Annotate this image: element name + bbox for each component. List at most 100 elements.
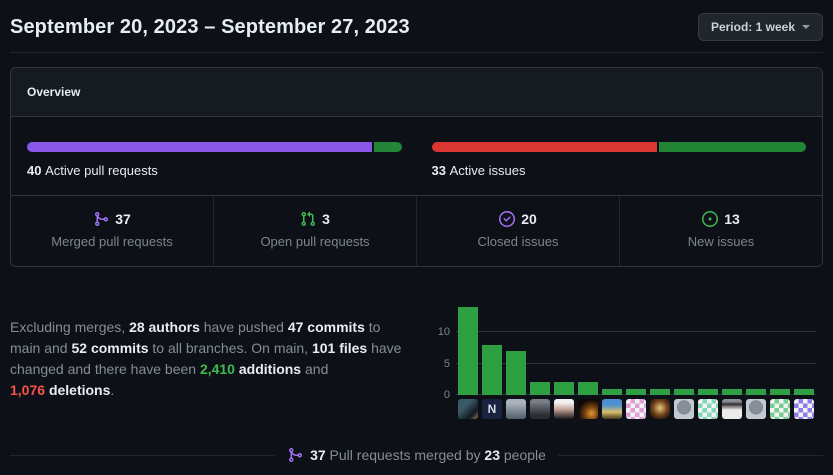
text-segment: 40 — [27, 163, 46, 178]
stat-new-issues: 13 New issues — [619, 196, 822, 266]
text-segment: 47 commits — [287, 319, 365, 335]
active-pull-requests-label: 40 Active pull requests — [27, 163, 402, 178]
text-segment: main and — [10, 340, 72, 356]
text-segment: 1,076 — [10, 382, 46, 398]
contributor-avatars: N — [458, 399, 816, 419]
text-segment: 2,410 — [199, 361, 235, 377]
active-issues-column: 33 Active issues — [431, 142, 806, 178]
git-merge-icon — [289, 448, 303, 463]
pulse-page: September 20, 2023 – September 27, 2023 … — [10, 0, 823, 463]
contributor-avatar-1[interactable] — [458, 399, 478, 419]
overview-panel-header: Overview — [11, 68, 822, 117]
contributor-avatar-8[interactable] — [626, 399, 646, 419]
contributor-avatar-12[interactable] — [722, 399, 742, 419]
text-segment: Active issues — [449, 163, 526, 178]
commit-count-bar — [722, 388, 742, 395]
progress-segment — [431, 142, 658, 152]
stat-value: 13 — [620, 211, 822, 227]
stat-value: 3 — [214, 211, 416, 227]
contributor-avatar-15[interactable] — [794, 399, 814, 419]
commit-count-bar — [530, 382, 550, 395]
commit-count-bar — [506, 350, 526, 395]
stat-count: 3 — [322, 211, 330, 227]
commit-count-bar — [458, 306, 478, 395]
avatar-letter: N — [487, 402, 497, 416]
text-segment: deletions — [48, 382, 111, 398]
text-segment: and — [301, 361, 329, 377]
issue-closed-icon — [499, 211, 516, 227]
text-segment: to — [364, 319, 381, 335]
text-segment: additions — [238, 361, 302, 377]
commits-graph-bars — [458, 303, 816, 395]
stat-closed-issues: 20 Closed issues — [416, 196, 619, 266]
contributor-avatar-4[interactable] — [530, 399, 550, 419]
commit-count-bar — [698, 388, 718, 395]
contributor-avatar-13[interactable] — [746, 399, 766, 419]
text-segment: people — [499, 447, 546, 463]
stat-label: Merged pull requests — [51, 234, 173, 249]
text-segment: 52 commits — [71, 340, 149, 356]
text-segment: have pushed — [199, 319, 288, 335]
stat-label: New issues — [687, 234, 755, 249]
contributor-avatar-3[interactable] — [506, 399, 526, 419]
text-segment: changed and there have been — [10, 361, 200, 377]
stat-merged-pull-requests: 37 Merged pull requests — [11, 196, 213, 266]
contributor-avatar-2[interactable]: N — [482, 399, 502, 419]
progress-segment — [27, 142, 372, 152]
text-segment: 33 — [431, 163, 450, 178]
merged-summary-footer: 37 Pull requests merged by 23 people — [10, 447, 823, 463]
contributor-avatar-11[interactable] — [698, 399, 718, 419]
stat-count: 37 — [115, 211, 131, 227]
stat-value: 20 — [417, 211, 619, 227]
y-axis-tick-label: 10 — [437, 326, 450, 338]
stat-count: 20 — [521, 211, 537, 227]
commit-summary-text: Excluding merges, 28 authors have pushed… — [10, 317, 410, 401]
gridline — [456, 362, 816, 364]
commit-count-bar — [482, 344, 502, 395]
pull-requests-progress-bar — [27, 142, 402, 152]
contributor-avatar-10[interactable] — [674, 399, 694, 419]
contributor-avatar-14[interactable] — [770, 399, 790, 419]
overview-heading: Overview — [27, 85, 81, 99]
caret-down-icon — [802, 25, 810, 29]
git-pull-request-icon — [301, 211, 316, 227]
commit-count-bar — [770, 388, 790, 395]
commit-count-bar — [554, 382, 574, 395]
progress-segment — [659, 142, 806, 152]
issues-progress-bar — [431, 142, 806, 152]
stat-count: 13 — [724, 211, 740, 227]
commits-per-author-chart: 0 5 10 N — [436, 303, 816, 419]
contributor-avatar-6[interactable] — [578, 399, 598, 419]
activity-bars-row: 40 Active pull requests 33 Active issues — [11, 117, 822, 195]
text-segment: 101 files — [311, 340, 368, 356]
divider-line — [10, 454, 276, 456]
merged-summary-text: 37 Pull requests merged by 23 people — [310, 447, 546, 463]
text-segment: . — [110, 382, 115, 398]
commit-count-bar — [794, 388, 814, 395]
stat-open-pull-requests: 3 Open pull requests — [213, 196, 416, 266]
active-pull-requests-column: 40 Active pull requests — [27, 142, 402, 178]
commit-count-bar — [650, 388, 670, 395]
text-segment: Pull requests merged by — [325, 447, 485, 463]
page-header: September 20, 2023 – September 27, 2023 … — [10, 0, 823, 53]
commit-count-bar — [602, 388, 622, 395]
divider-line — [557, 454, 823, 456]
contributor-avatar-9[interactable] — [650, 399, 670, 419]
gridline — [456, 331, 816, 332]
text-segment: Excluding merges, — [10, 319, 130, 335]
text-segment: to all branches. On main, — [148, 340, 312, 356]
main-content-row: Excluding merges, 28 authors have pushed… — [10, 306, 823, 419]
merged-summary-content: 37 Pull requests merged by 23 people — [287, 447, 546, 463]
contributor-avatar-7[interactable] — [602, 399, 622, 419]
stat-label: Open pull requests — [260, 234, 370, 249]
progress-segment — [373, 142, 402, 152]
commit-count-bar — [674, 388, 694, 395]
commit-count-bar — [626, 388, 646, 395]
git-merge-icon — [95, 212, 109, 227]
y-axis-tick-label: 0 — [443, 389, 450, 401]
page-title: September 20, 2023 – September 27, 2023 — [10, 15, 410, 38]
period-select-button[interactable]: Period: 1 week — [697, 13, 823, 41]
contributor-avatar-5[interactable] — [554, 399, 574, 419]
text-segment: have — [367, 340, 402, 356]
issue-opened-icon — [702, 211, 719, 227]
